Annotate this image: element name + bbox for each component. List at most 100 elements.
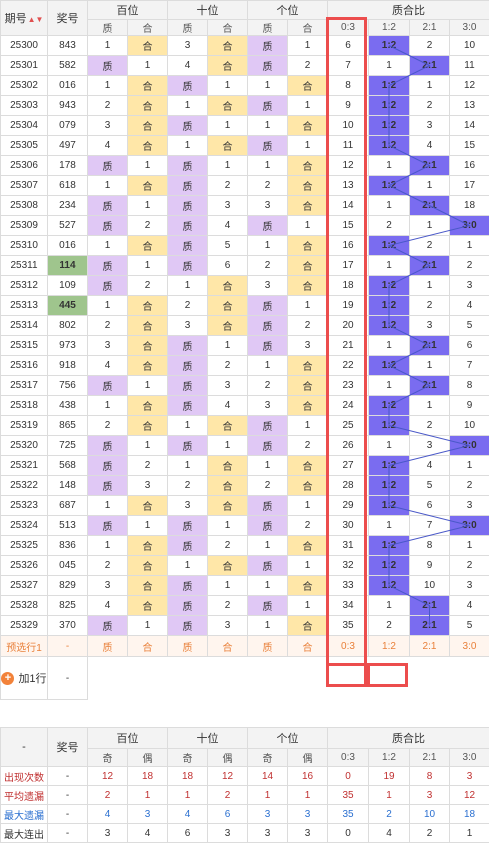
ratio-cell: 3:0 [449, 515, 489, 536]
ratio-cell: 12 [449, 75, 489, 96]
digit-cell: 1 [127, 615, 168, 636]
period-cell: 25306 [0, 155, 48, 176]
ratio-cell: 8 [409, 535, 450, 556]
digit-cell: 1 [207, 155, 248, 176]
ratio-cell: 2 [368, 615, 410, 636]
digit-cell: 2 [207, 595, 248, 616]
period-cell: 25328 [0, 595, 48, 616]
digit-cell: 合 [207, 95, 248, 116]
award-cell: 943 [47, 95, 88, 116]
ratio-cell: 1:2 [368, 235, 410, 256]
digit-cell: 质 [87, 55, 128, 76]
award-cell: 079 [47, 115, 88, 136]
add-row-label[interactable]: 加1行 [18, 673, 47, 685]
ratio-cell: 2:1 [409, 595, 450, 616]
preselect-option[interactable]: 2:1 [409, 635, 450, 657]
digit-cell: 1 [207, 75, 248, 96]
summary-value: 12 [87, 766, 128, 786]
add-row-blank [87, 656, 489, 700]
preselect-option[interactable]: 合 [207, 635, 248, 657]
award-cell: 836 [47, 535, 88, 556]
period-cell: 25305 [0, 135, 48, 156]
ratio-cell: 16 [449, 155, 489, 176]
award-cell: 725 [47, 435, 88, 456]
award-cell: 148 [47, 475, 88, 496]
ratio-cell: 4 [409, 135, 450, 156]
digit-cell: 2 [87, 315, 128, 336]
ratio-cell: 1 [368, 515, 410, 536]
preselect-row[interactable]: 预选行1- 质合质合质合 0:3 1:2 2:1 3:0 [0, 635, 489, 657]
preselect-option[interactable]: 1:2 [368, 635, 410, 657]
sort-icon[interactable]: ▲▼ [27, 15, 44, 24]
ratio-cell: 3:0 [449, 215, 489, 236]
digit-cell: 合 [207, 35, 248, 56]
ratio-cell: 24 [327, 395, 369, 416]
digit-cell: 4 [87, 355, 128, 376]
subheader-2: 质 [167, 19, 208, 36]
summary-value: 1 [167, 785, 208, 805]
ratio-cell: 3 [449, 575, 489, 596]
digit-cell: 1 [207, 515, 248, 536]
preselect-option[interactable]: 质 [247, 635, 288, 657]
summary-table: - 奖号 百位 十位 个位 质合比 奇偶奇偶奇偶 0:3 1:2 2:1 3:0 出现次… [0, 727, 489, 843]
ratio-cell: 2:1 [409, 375, 450, 396]
digit-cell: 3 [247, 275, 288, 296]
ratio-cell: 2:1 [409, 335, 450, 356]
ratio-cell: 1:2 [368, 355, 410, 376]
period-header[interactable]: 期号▲▼ [0, 0, 48, 36]
digit-cell: 质 [167, 355, 208, 376]
ratio-cell: 1 [368, 375, 410, 396]
digit-cell: 质 [247, 595, 288, 616]
preselect-option[interactable]: 质 [87, 635, 128, 657]
add-row-cell[interactable]: + 加1行 [0, 656, 48, 700]
summary-value: 6 [167, 823, 208, 843]
digit-cell: 质 [247, 35, 288, 56]
summary-value: 1 [449, 823, 489, 843]
digit-cell: 1 [87, 35, 128, 56]
digit-cell: 合 [207, 275, 248, 296]
ratio-cell: 6 [449, 335, 489, 356]
summary-value: 1 [368, 785, 410, 805]
digit-cell: 质 [247, 135, 288, 156]
summary-label: 平均遗漏 [0, 785, 48, 805]
ratio-cell: 1:2 [368, 35, 410, 56]
digit-cell: 合 [127, 115, 168, 136]
preselect-option[interactable]: 合 [287, 635, 328, 657]
award-cell: 973 [47, 335, 88, 356]
summary-dash: - [47, 785, 88, 805]
period-cell: 25321 [0, 455, 48, 476]
digit-cell: 1 [287, 135, 328, 156]
table-row: 25302 016 1 合质 1 1 合 8 1:2 1 12 [0, 75, 489, 96]
digit-cell: 1 [247, 155, 288, 176]
ratio-cell: 1 [368, 155, 410, 176]
ratio-cell: 8 [327, 75, 369, 96]
ratio-cell: 1 [368, 255, 410, 276]
summary-subheader-8: 2:1 [409, 748, 450, 767]
group-units-header: 个位 [247, 0, 328, 20]
digit-cell: 质 [167, 515, 208, 536]
ratio-cell: 30 [327, 515, 369, 536]
period-cell: 25313 [0, 295, 48, 316]
digit-cell: 2 [287, 315, 328, 336]
ratio-cell: 1 [368, 195, 410, 216]
add-row-button[interactable]: + 加1行 [1, 670, 47, 686]
ratio-cell: 1 [368, 335, 410, 356]
digit-cell: 1 [287, 495, 328, 516]
preselect-label[interactable]: 预选行1 [0, 635, 48, 657]
preselect-option[interactable]: 合 [127, 635, 168, 657]
digit-cell: 合 [287, 155, 328, 176]
plus-icon[interactable]: + [1, 671, 15, 685]
add-row-award: - [47, 656, 88, 700]
digit-cell: 合 [287, 255, 328, 276]
preselect-option[interactable]: 3:0 [449, 635, 489, 657]
preselect-option[interactable]: 0:3 [327, 635, 369, 657]
digit-cell: 1 [127, 55, 168, 76]
ratio-cell: 1:2 [368, 495, 410, 516]
ratio-cell: 9 [409, 555, 450, 576]
table-row: 25310 016 1 合质 5 1 合 16 1:2 2 1 [0, 235, 489, 256]
ratio-cell: 2 [449, 475, 489, 496]
award-cell: 568 [47, 455, 88, 476]
table-row: 25325 836 1 合质 2 1 合 31 1:2 8 1 [0, 535, 489, 556]
preselect-option[interactable]: 质 [167, 635, 208, 657]
digit-cell: 2 [247, 375, 288, 396]
